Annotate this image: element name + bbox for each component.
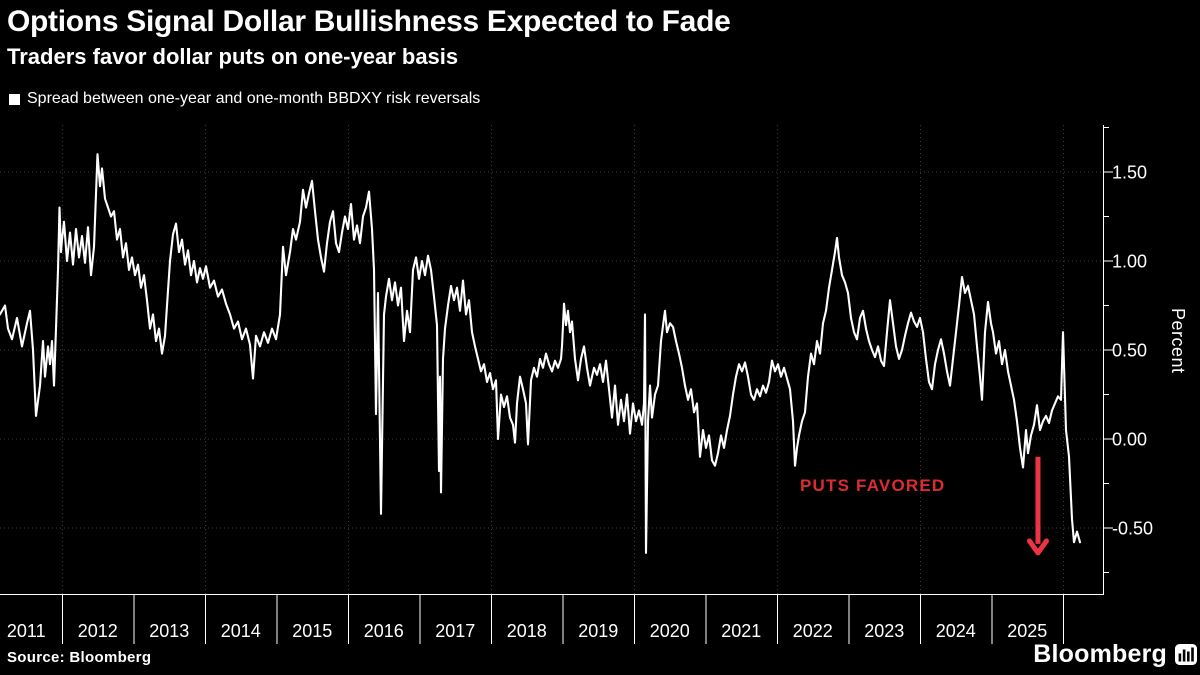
x-year-label: 2016 [364,621,404,641]
x-year-label: 2012 [78,621,118,641]
y-tick-label: 0.50 [1112,341,1147,361]
x-year-label: 2015 [292,621,332,641]
bloomberg-mark-icon [1175,644,1197,665]
x-year-label: 2020 [650,621,690,641]
y-axis-title: Percent [1168,308,1188,374]
y-tick-label: 1.00 [1112,252,1147,272]
x-year-label: 2023 [864,621,904,641]
puts-favored-annotation: PUTS FAVORED [800,476,946,495]
x-year-label: 2014 [221,621,261,641]
x-year-label: 2024 [936,621,976,641]
down-arrow-head [1026,538,1049,556]
x-year-label: 2011 [7,621,46,641]
spread-line [0,153,1082,554]
chart-subtitle: Traders favor dollar puts on one-year ba… [7,44,459,69]
x-year-label: 2018 [507,621,547,641]
y-tick-label: 1.50 [1112,163,1147,183]
x-year-label: 2025 [1007,621,1047,641]
x-year-label: 2013 [149,621,189,641]
bloomberg-logo: Bloomberg [1033,640,1197,669]
bloomberg-wordmark: Bloomberg [1033,640,1167,668]
y-tick-label: -0.50 [1112,519,1153,539]
legend: Spread between one-year and one-month BB… [9,90,480,108]
y-tick-label: 0.00 [1112,430,1147,450]
legend-label: Spread between one-year and one-month BB… [27,90,481,107]
chart-title: Options Signal Dollar Bullishness Expect… [7,5,731,38]
source-note: Source: Bloomberg [7,649,152,666]
x-year-label: 2021 [721,621,761,641]
x-year-label: 2019 [578,621,618,641]
legend-marker-icon [9,93,20,105]
x-year-label: 2022 [793,621,833,641]
x-year-label: 2017 [435,621,475,641]
